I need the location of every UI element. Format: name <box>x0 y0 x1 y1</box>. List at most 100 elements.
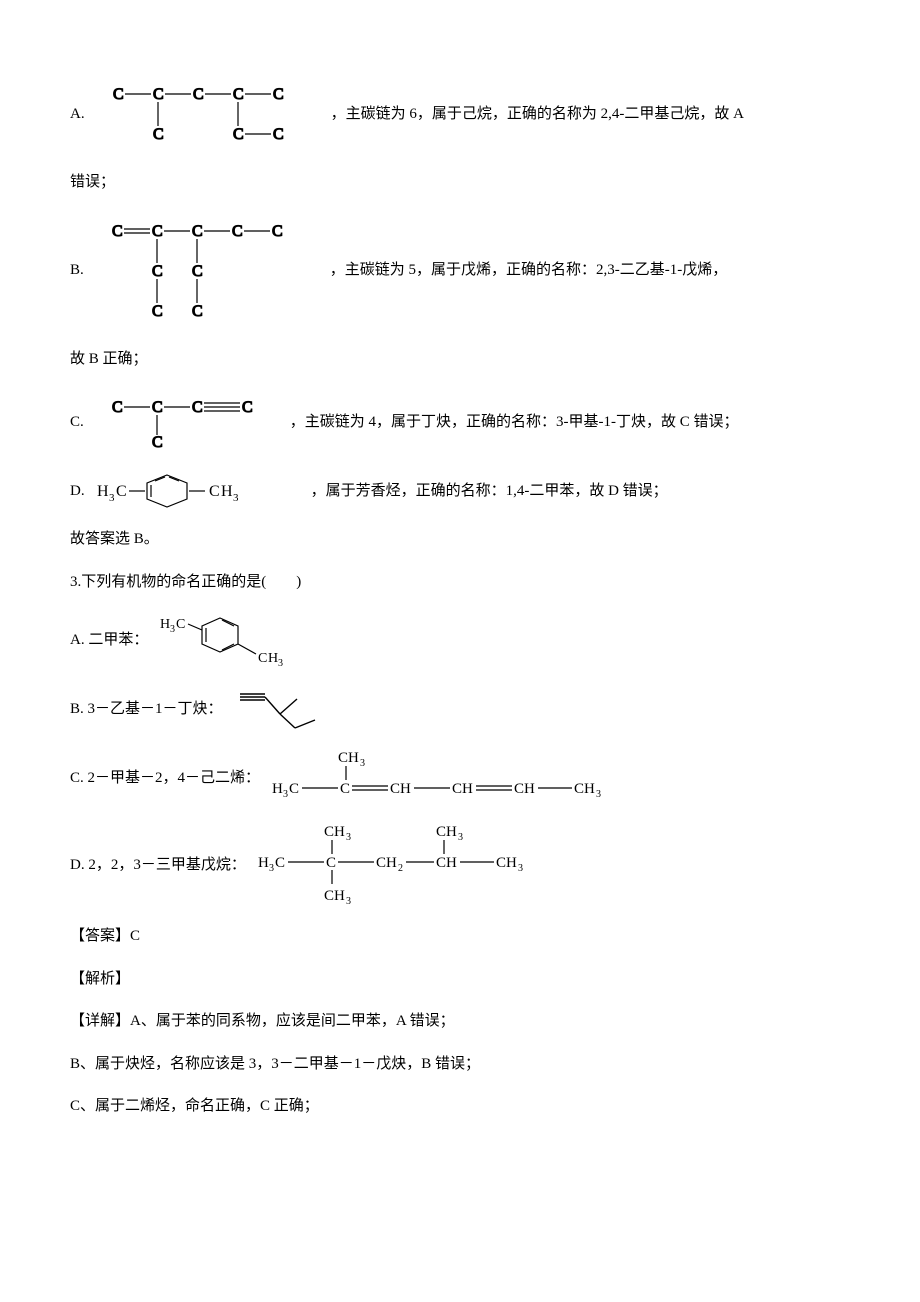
svg-text:C: C <box>209 483 220 500</box>
q3-b-structure <box>235 684 325 734</box>
svg-text:3: 3 <box>518 863 523 874</box>
svg-text:3: 3 <box>233 492 239 504</box>
q3-b-line: B. 3－乙基－1－丁炔： <box>70 684 850 734</box>
svg-text:CH: CH <box>338 750 359 766</box>
detail-b: B、属于炔烃，名称应该是 3，3－二甲基－1－戊炔，B 错误； <box>70 1050 850 1079</box>
option-b-extra: 故 B 正确； <box>70 345 850 374</box>
svg-text:3: 3 <box>346 896 351 907</box>
svg-text:2: 2 <box>398 863 403 874</box>
q3-a-svg: H3C CH3 <box>160 610 310 670</box>
option-d-label: D. <box>70 477 85 506</box>
structure-d-svg: H3C CH3 <box>97 471 297 511</box>
svg-text:H: H <box>221 483 233 500</box>
svg-text:C: C <box>233 86 244 103</box>
svg-text:3: 3 <box>269 863 274 874</box>
q3-b-label: B. 3－乙基－1－丁炔： <box>70 695 223 724</box>
svg-text:C: C <box>273 86 284 103</box>
svg-text:3: 3 <box>346 832 351 843</box>
q3-c-label: C. 2－甲基－2，4－己二烯： <box>70 764 260 793</box>
svg-text:C: C <box>113 86 124 103</box>
svg-text:C: C <box>192 303 203 320</box>
svg-text:3: 3 <box>458 832 463 843</box>
option-b-text: ，主碳链为 5，属于戊烯，正确的名称：2,3-二乙基-1-戊烯， <box>330 256 728 285</box>
option-d-structure: H3C CH3 <box>97 471 297 511</box>
svg-text:CH: CH <box>452 781 473 797</box>
svg-text:C: C <box>192 263 203 280</box>
answer-line: 【答案】C <box>70 922 850 951</box>
structure-c-svg: C C C C C <box>96 387 276 457</box>
svg-text:CH: CH <box>436 824 457 840</box>
svg-text:3: 3 <box>109 492 115 504</box>
option-a-text: ，主碳链为 6，属于己烷，正确的名称为 2,4-二甲基己烷，故 A <box>331 100 744 129</box>
q3-stem: 3.下列有机物的命名正确的是( ) <box>70 568 850 597</box>
option-c-structure: C C C C C <box>96 387 276 457</box>
q3-b-svg <box>235 684 325 734</box>
svg-text:C: C <box>192 399 203 416</box>
q3-d-svg: CH3 CH3 H3C C CH2 CH CH3 CH3 <box>258 822 568 908</box>
svg-text:C: C <box>153 126 164 143</box>
option-a-label: A. <box>70 100 85 129</box>
svg-text:H: H <box>160 617 170 632</box>
svg-text:C: C <box>275 855 285 871</box>
option-d-line: D. H3C CH3 ，属于芳香烃，正确的名称：1,4-二甲苯，故 D 错误； <box>70 471 850 511</box>
svg-text:CH: CH <box>514 781 535 797</box>
svg-text:CH: CH <box>436 855 457 871</box>
svg-text:H: H <box>268 651 278 666</box>
q3-d-label: D. 2，2，3－三甲基戊烷： <box>70 851 246 880</box>
svg-text:CH: CH <box>324 888 345 904</box>
svg-text:3: 3 <box>278 658 283 669</box>
svg-text:C: C <box>242 399 253 416</box>
svg-text:CH: CH <box>324 824 345 840</box>
option-b-line: B. CCCCC CC CC ，主碳链为 5，属于戊烯，正确的名称：2,3-二乙… <box>70 211 850 331</box>
q3-c-svg: CH3 H3C C CH CH CH CH3 <box>272 748 612 808</box>
svg-text:C: C <box>152 223 163 240</box>
option-a-line: A. CCCCC CCC ，主碳链为 6，属于己烷，正确的名称为 2,4-二甲基… <box>70 74 850 154</box>
svg-text:C: C <box>340 781 350 797</box>
svg-text:C: C <box>112 223 123 240</box>
option-a-structure: CCCCC CCC <box>97 74 317 154</box>
svg-text:C: C <box>193 86 204 103</box>
svg-text:H: H <box>258 855 269 871</box>
svg-text:C: C <box>258 651 267 666</box>
svg-text:H: H <box>97 483 109 500</box>
option-a-extra: 错误； <box>70 168 850 197</box>
svg-text:C: C <box>153 86 164 103</box>
svg-text:CH: CH <box>496 855 517 871</box>
structure-b-svg: CCCCC CC CC <box>96 211 316 331</box>
q3-d-line: D. 2，2，3－三甲基戊烷： CH3 CH3 H3C C CH2 CH CH3… <box>70 822 850 908</box>
svg-text:C: C <box>192 223 203 240</box>
option-b-structure: CCCCC CC CC <box>96 211 316 331</box>
svg-text:C: C <box>232 223 243 240</box>
option-c-label: C. <box>70 408 84 437</box>
q3-a-label: A. 二甲苯： <box>70 626 148 655</box>
q3-c-structure: CH3 H3C C CH CH CH CH3 <box>272 748 612 808</box>
svg-text:3: 3 <box>360 758 365 769</box>
svg-text:C: C <box>152 399 163 416</box>
svg-text:CH: CH <box>574 781 595 797</box>
svg-text:C: C <box>176 617 185 632</box>
option-c-line: C. CCCC C ，主碳链为 4，属于丁炔，正确的名称：3-甲基-1-丁炔，故… <box>70 387 850 457</box>
analysis-label: 【解析】 <box>70 965 850 994</box>
detail-c: C、属于二烯烃，命名正确，C 正确； <box>70 1092 850 1121</box>
structure-a-svg: CCCCC CCC <box>97 74 317 154</box>
svg-text:C: C <box>116 483 127 500</box>
q3-a-line: A. 二甲苯： H3C CH3 <box>70 610 850 670</box>
svg-text:3: 3 <box>283 789 288 800</box>
svg-text:C: C <box>152 303 163 320</box>
q3-c-line: C. 2－甲基－2，4－己二烯： CH3 H3C C CH CH CH CH3 <box>70 748 850 808</box>
svg-text:CH: CH <box>390 781 411 797</box>
detail-a: 【详解】A、属于苯的同系物，应该是间二甲苯，A 错误； <box>70 1007 850 1036</box>
svg-text:CH: CH <box>376 855 397 871</box>
svg-text:C: C <box>326 855 336 871</box>
svg-text:C: C <box>112 399 123 416</box>
svg-text:H: H <box>272 781 283 797</box>
q3-d-structure: CH3 CH3 H3C C CH2 CH CH3 CH3 <box>258 822 568 908</box>
svg-text:C: C <box>272 223 283 240</box>
svg-text:3: 3 <box>170 624 175 635</box>
svg-text:C: C <box>233 126 244 143</box>
svg-text:3: 3 <box>596 789 601 800</box>
option-d-text: ，属于芳香烃，正确的名称：1,4-二甲苯，故 D 错误； <box>311 477 668 506</box>
svg-text:C: C <box>289 781 299 797</box>
svg-text:C: C <box>152 434 163 451</box>
option-b-label: B. <box>70 256 84 285</box>
